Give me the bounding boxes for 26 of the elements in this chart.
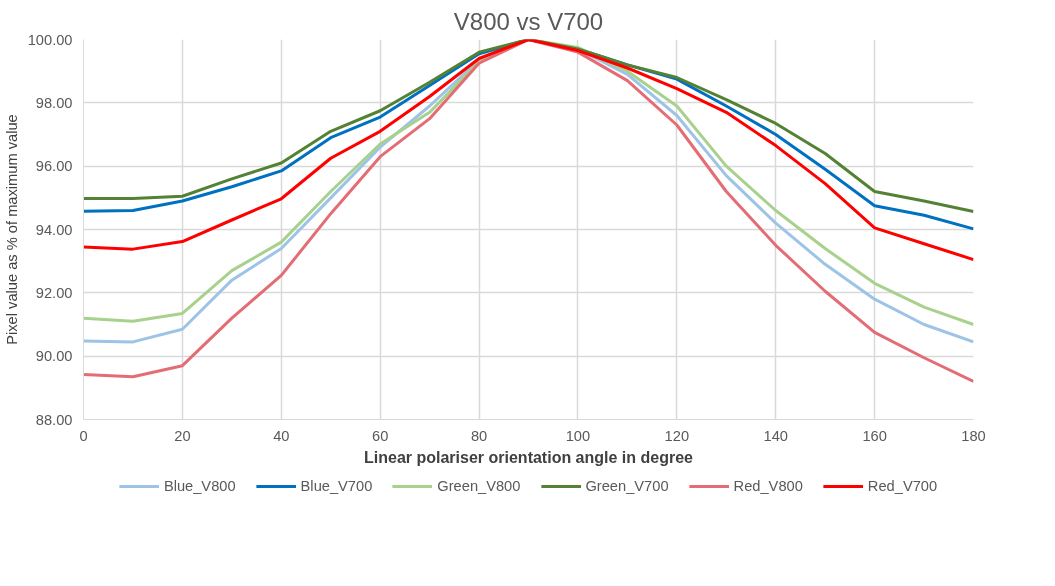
legend-label: Blue_V700: [300, 478, 373, 494]
y-axis-title: Pixel value as % of maximum value: [3, 114, 20, 345]
x-tick-label: 120: [664, 427, 690, 444]
legend-label: Red_V800: [733, 478, 803, 494]
x-tick-label: 40: [273, 427, 290, 444]
x-tick-label: 100: [565, 427, 591, 444]
y-tick-label: 88.00: [35, 411, 73, 428]
y-tick-label: 98.00: [35, 94, 73, 111]
x-tick-label: 20: [174, 427, 191, 444]
y-tick-label: 90.00: [35, 348, 73, 365]
y-tick-label: 100.00: [27, 31, 73, 48]
chart-title: V800 vs V700: [453, 7, 604, 35]
legend-label: Blue_V800: [163, 478, 236, 494]
x-tick-label: 80: [470, 427, 488, 444]
x-tick-label: 60: [372, 427, 389, 444]
legend-label: Green_V800: [437, 478, 521, 494]
x-axis-title: Linear polariser orientation angle in degree: [364, 448, 694, 466]
y-tick-label: 94.00: [35, 221, 73, 238]
x-tick-label: 180: [961, 427, 986, 444]
x-tick-label: 0: [79, 427, 88, 444]
x-tick-label: 160: [862, 427, 887, 444]
y-tick-label: 96.00: [35, 158, 73, 175]
x-tick-label: 140: [763, 427, 788, 444]
y-tick-label: 92.00: [35, 284, 73, 301]
legend-label: Red_V700: [867, 478, 938, 494]
legend-label: Green_V700: [585, 478, 669, 494]
